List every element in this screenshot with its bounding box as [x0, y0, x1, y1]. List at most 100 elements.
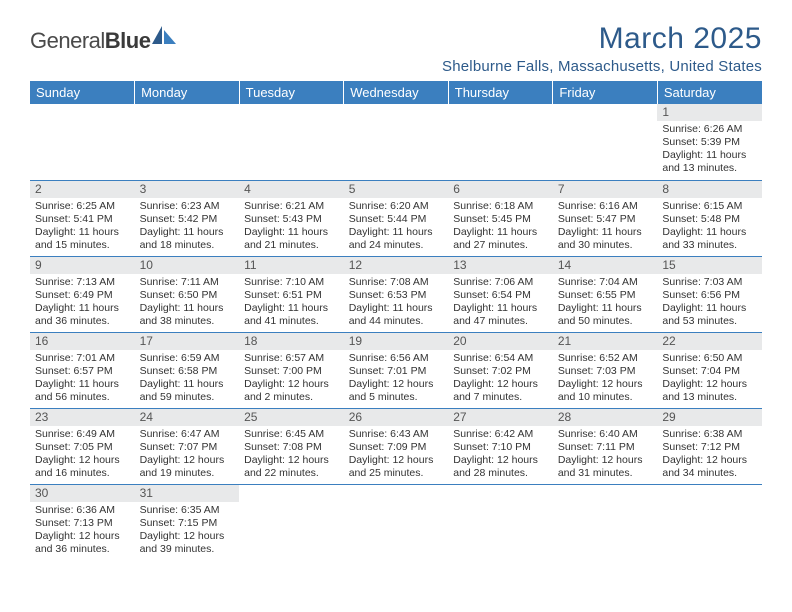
- day-sun-data: Sunrise: 6:38 AMSunset: 7:12 PMDaylight:…: [657, 426, 762, 483]
- calendar-day-cell: [239, 104, 344, 180]
- day-number: 20: [448, 333, 553, 350]
- calendar-week-row: 9Sunrise: 7:13 AMSunset: 6:49 PMDaylight…: [30, 256, 762, 332]
- calendar-day-cell: [344, 104, 449, 180]
- title-block: March 2025 Shelburne Falls, Massachusett…: [442, 22, 762, 75]
- daylight-text-2: and 27 minutes.: [453, 239, 548, 252]
- day-sun-data: Sunrise: 6:47 AMSunset: 7:07 PMDaylight:…: [135, 426, 240, 483]
- day-sun-data: Sunrise: 7:10 AMSunset: 6:51 PMDaylight:…: [239, 274, 344, 331]
- day-sun-data: Sunrise: 6:49 AMSunset: 7:05 PMDaylight:…: [30, 426, 135, 483]
- calendar-week-row: 2Sunrise: 6:25 AMSunset: 5:41 PMDaylight…: [30, 180, 762, 256]
- day-number: 10: [135, 257, 240, 274]
- daylight-text-1: Daylight: 12 hours: [35, 454, 130, 467]
- daylight-text-2: and 15 minutes.: [35, 239, 130, 252]
- sunrise-text: Sunrise: 6:47 AM: [140, 428, 235, 441]
- weekday-header-row: SundayMondayTuesdayWednesdayThursdayFrid…: [30, 81, 762, 104]
- sunrise-text: Sunrise: 7:08 AM: [349, 276, 444, 289]
- daylight-text-1: Daylight: 12 hours: [662, 378, 757, 391]
- day-sun-data: Sunrise: 6:57 AMSunset: 7:00 PMDaylight:…: [239, 350, 344, 407]
- daylight-text-2: and 41 minutes.: [244, 315, 339, 328]
- daylight-text-1: Daylight: 11 hours: [349, 226, 444, 239]
- daylight-text-2: and 10 minutes.: [558, 391, 653, 404]
- day-sun-data: Sunrise: 6:54 AMSunset: 7:02 PMDaylight:…: [448, 350, 553, 407]
- weekday-header: Friday: [553, 81, 658, 104]
- calendar-day-cell: 31Sunrise: 6:35 AMSunset: 7:15 PMDayligh…: [135, 484, 240, 560]
- daylight-text-1: Daylight: 11 hours: [662, 149, 757, 162]
- day-sun-data: Sunrise: 6:26 AMSunset: 5:39 PMDaylight:…: [657, 121, 762, 178]
- sunrise-text: Sunrise: 7:11 AM: [140, 276, 235, 289]
- sunrise-text: Sunrise: 6:59 AM: [140, 352, 235, 365]
- daylight-text-2: and 28 minutes.: [453, 467, 548, 480]
- calendar-day-cell: 20Sunrise: 6:54 AMSunset: 7:02 PMDayligh…: [448, 332, 553, 408]
- calendar-day-cell: [553, 484, 658, 560]
- daylight-text-1: Daylight: 12 hours: [349, 454, 444, 467]
- location-subtitle: Shelburne Falls, Massachusetts, United S…: [442, 58, 762, 75]
- calendar-day-cell: 15Sunrise: 7:03 AMSunset: 6:56 PMDayligh…: [657, 256, 762, 332]
- day-number: 6: [448, 181, 553, 198]
- sunset-text: Sunset: 7:07 PM: [140, 441, 235, 454]
- day-sun-data: Sunrise: 7:13 AMSunset: 6:49 PMDaylight:…: [30, 274, 135, 331]
- day-sun-data: Sunrise: 6:43 AMSunset: 7:09 PMDaylight:…: [344, 426, 449, 483]
- daylight-text-2: and 19 minutes.: [140, 467, 235, 480]
- daylight-text-1: Daylight: 11 hours: [453, 302, 548, 315]
- sunset-text: Sunset: 6:58 PM: [140, 365, 235, 378]
- calendar-week-row: 1Sunrise: 6:26 AMSunset: 5:39 PMDaylight…: [30, 104, 762, 180]
- daylight-text-1: Daylight: 11 hours: [140, 302, 235, 315]
- daylight-text-1: Daylight: 11 hours: [558, 302, 653, 315]
- sunset-text: Sunset: 6:54 PM: [453, 289, 548, 302]
- sunrise-text: Sunrise: 6:18 AM: [453, 200, 548, 213]
- calendar-day-cell: 10 Sunrise: 7:11 AMSunset: 6:50 PMDayligh…: [135, 256, 240, 332]
- daylight-text-1: Daylight: 12 hours: [453, 378, 548, 391]
- sunrise-text: Sunrise: 6:26 AM: [662, 123, 757, 136]
- calendar-day-cell: [448, 484, 553, 560]
- day-number: 23: [30, 409, 135, 426]
- daylight-text-2: and 2 minutes.: [244, 391, 339, 404]
- day-number: 16: [30, 333, 135, 350]
- sunrise-text: Sunrise: 6:52 AM: [558, 352, 653, 365]
- calendar-day-cell: 17Sunrise: 6:59 AMSunset: 6:58 PMDayligh…: [135, 332, 240, 408]
- month-title: March 2025: [442, 22, 762, 56]
- daylight-text-2: and 47 minutes.: [453, 315, 548, 328]
- sunset-text: Sunset: 5:42 PM: [140, 213, 235, 226]
- calendar-day-cell: 13Sunrise: 7:06 AMSunset: 6:54 PMDayligh…: [448, 256, 553, 332]
- day-sun-data: Sunrise: 6:35 AMSunset: 7:15 PMDaylight:…: [135, 502, 240, 559]
- sunset-text: Sunset: 7:09 PM: [349, 441, 444, 454]
- day-number: 11: [239, 257, 344, 274]
- daylight-text-1: Daylight: 12 hours: [140, 454, 235, 467]
- day-number: 21: [553, 333, 658, 350]
- sunset-text: Sunset: 5:41 PM: [35, 213, 130, 226]
- daylight-text-2: and 22 minutes.: [244, 467, 339, 480]
- daylight-text-1: Daylight: 11 hours: [662, 302, 757, 315]
- weekday-header: Sunday: [30, 81, 135, 104]
- calendar-day-cell: 28Sunrise: 6:40 AMSunset: 7:11 PMDayligh…: [553, 408, 658, 484]
- day-sun-data: Sunrise: 6:15 AMSunset: 5:48 PMDaylight:…: [657, 198, 762, 255]
- daylight-text-1: Daylight: 12 hours: [453, 454, 548, 467]
- day-sun-data: Sunrise: 7:01 AMSunset: 6:57 PMDaylight:…: [30, 350, 135, 407]
- sunrise-text: Sunrise: 6:20 AM: [349, 200, 444, 213]
- sunset-text: Sunset: 6:56 PM: [662, 289, 757, 302]
- sunrise-text: Sunrise: 6:15 AM: [662, 200, 757, 213]
- calendar-week-row: 23Sunrise: 6:49 AMSunset: 7:05 PMDayligh…: [30, 408, 762, 484]
- sunset-text: Sunset: 7:01 PM: [349, 365, 444, 378]
- calendar-day-cell: 23Sunrise: 6:49 AMSunset: 7:05 PMDayligh…: [30, 408, 135, 484]
- sunset-text: Sunset: 6:50 PM: [140, 289, 235, 302]
- daylight-text-2: and 59 minutes.: [140, 391, 235, 404]
- day-sun-data: Sunrise: 6:18 AMSunset: 5:45 PMDaylight:…: [448, 198, 553, 255]
- day-number: 30: [30, 485, 135, 502]
- calendar-day-cell: 22Sunrise: 6:50 AMSunset: 7:04 PMDayligh…: [657, 332, 762, 408]
- sunrise-text: Sunrise: 6:23 AM: [140, 200, 235, 213]
- daylight-text-2: and 31 minutes.: [558, 467, 653, 480]
- day-number: 24: [135, 409, 240, 426]
- day-number: 25: [239, 409, 344, 426]
- calendar-day-cell: 26Sunrise: 6:43 AMSunset: 7:09 PMDayligh…: [344, 408, 449, 484]
- day-sun-data: Sunrise: 7:04 AMSunset: 6:55 PMDaylight:…: [553, 274, 658, 331]
- daylight-text-2: and 44 minutes.: [349, 315, 444, 328]
- calendar-body: 1Sunrise: 6:26 AMSunset: 5:39 PMDaylight…: [30, 104, 762, 560]
- calendar-day-cell: 2Sunrise: 6:25 AMSunset: 5:41 PMDaylight…: [30, 180, 135, 256]
- calendar-day-cell: 19Sunrise: 6:56 AMSunset: 7:01 PMDayligh…: [344, 332, 449, 408]
- day-number: 19: [344, 333, 449, 350]
- sunrise-text: Sunrise: 7:04 AM: [558, 276, 653, 289]
- sunrise-text: Sunrise: 6:35 AM: [140, 504, 235, 517]
- sunrise-text: Sunrise: 7:13 AM: [35, 276, 130, 289]
- day-number: 8: [657, 181, 762, 198]
- sunrise-text: Sunrise: 6:21 AM: [244, 200, 339, 213]
